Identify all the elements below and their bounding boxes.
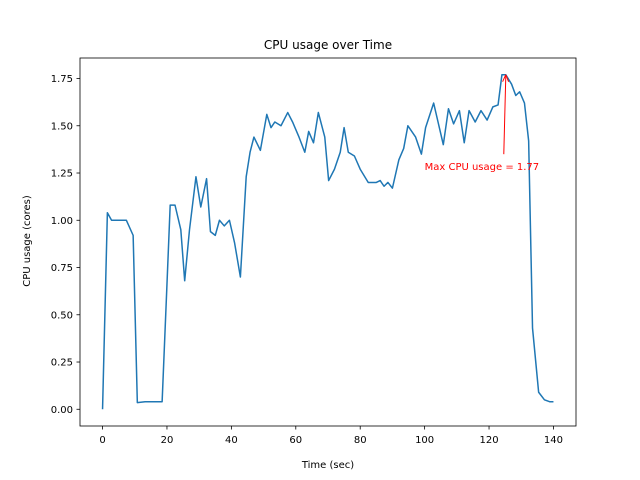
- annotation-arrowhead: [502, 74, 510, 82]
- plot-frame: [79, 57, 577, 427]
- x-tick-label: 80: [354, 435, 367, 446]
- x-tick-label: 20: [161, 435, 174, 446]
- y-tick-label: 0.25: [51, 358, 73, 369]
- x-tick-label: 60: [289, 435, 302, 446]
- y-tick-label: 0.50: [51, 310, 73, 321]
- x-axis-label: Time (sec): [301, 460, 354, 471]
- x-tick-label: 0: [99, 435, 105, 446]
- data-line: [101, 73, 554, 410]
- y-tick-label: 1.75: [51, 74, 73, 85]
- annotation-arrow: [503, 75, 507, 155]
- y-axis-label: CPU usage (cores): [22, 195, 33, 287]
- y-tick-label: 1.25: [51, 169, 73, 180]
- x-tick-label: 100: [415, 435, 434, 446]
- y-tick-label: 1.50: [51, 121, 73, 132]
- y-tick-label: 0.75: [51, 263, 73, 274]
- x-tick-label: 40: [225, 435, 238, 446]
- annotation-text: Max CPU usage = 1.77: [425, 162, 540, 173]
- y-tick-label: 0.00: [51, 405, 73, 416]
- y-tick-label: 1.00: [51, 216, 73, 227]
- x-tick-label: 140: [544, 435, 563, 446]
- x-tick-label: 120: [479, 435, 498, 446]
- chart-title: CPU usage over Time: [264, 38, 392, 52]
